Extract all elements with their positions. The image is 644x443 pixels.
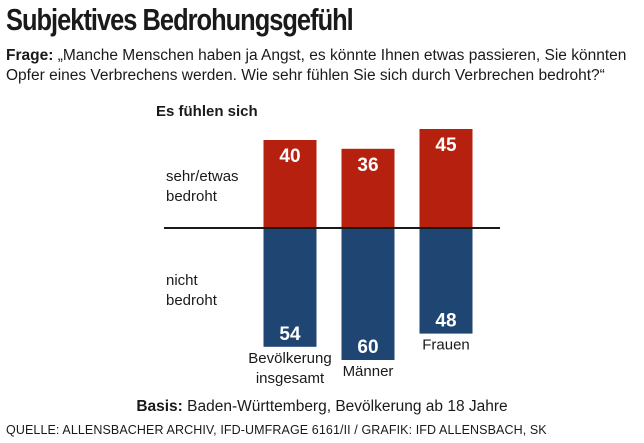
bar-threatened bbox=[419, 129, 473, 228]
bar-chart: Es fühlen sich 40 54 Bevölkerung insgesamt 36… bbox=[156, 103, 500, 387]
source-note: QUELLE: ALLENSBACHER ARCHIV, IFD-UMFRAGE… bbox=[6, 423, 547, 437]
basis-label: Basis: bbox=[136, 398, 183, 415]
category-label: insgesamt bbox=[256, 370, 325, 387]
category-label: Bevölkerung bbox=[248, 350, 331, 367]
survey-question: Frage: „Manche Menschen haben ja Angst, … bbox=[6, 46, 636, 86]
data-label-threatened: 45 bbox=[435, 135, 457, 156]
data-label-not-threatened: 54 bbox=[279, 324, 301, 345]
data-label-threatened: 36 bbox=[357, 155, 378, 176]
series-label-threatened: sehr/etwas bbox=[166, 168, 239, 185]
chart-title: Subjektives Bedrohungsgefühl bbox=[6, 2, 354, 37]
series-label-threatened: bedroht bbox=[166, 188, 218, 205]
bar-not-threatened bbox=[419, 228, 473, 334]
bar-not-threatened bbox=[263, 228, 317, 347]
bar-threatened bbox=[341, 148, 395, 228]
basis-note: Basis: Baden-Württemberg, Bevölkerung ab… bbox=[0, 398, 644, 416]
data-label-not-threatened: 60 bbox=[357, 337, 378, 358]
data-label-threatened: 40 bbox=[279, 146, 300, 167]
question-text: „Manche Menschen haben ja Angst, es könn… bbox=[6, 47, 627, 84]
question-label: Frage: bbox=[6, 47, 54, 64]
series-label-not-threatened: bedroht bbox=[166, 292, 218, 309]
category-label: Frauen bbox=[422, 337, 470, 354]
chart-subtitle: Es fühlen sich bbox=[156, 103, 258, 120]
bar-not-threatened bbox=[341, 228, 395, 360]
basis-text: Baden-Württemberg, Bevölkerung ab 18 Jah… bbox=[187, 398, 508, 415]
bar-threatened bbox=[263, 140, 317, 228]
series-label-not-threatened: nicht bbox=[166, 272, 199, 289]
data-label-not-threatened: 48 bbox=[435, 311, 456, 332]
category-label: Männer bbox=[343, 363, 394, 380]
